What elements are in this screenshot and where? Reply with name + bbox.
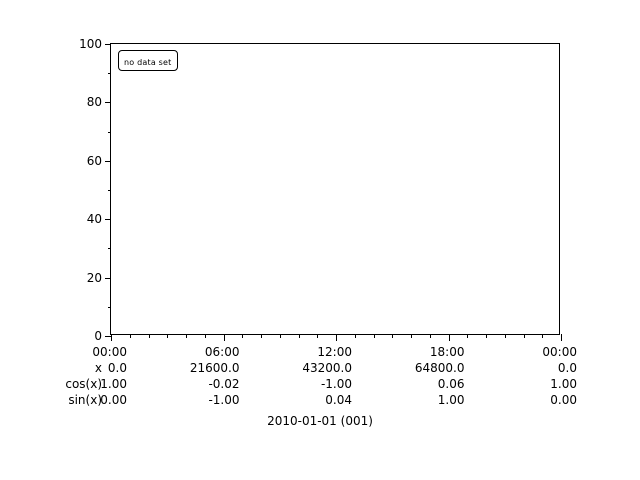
x-tick-label-row: 00:00 06:00 12:00 18:00 00:00 [0,345,640,361]
x-tick-label: 0.06 [437,377,465,391]
x-tick-label: 06:00 [204,345,240,359]
x-tick-minor [186,334,187,338]
y-tick-major [105,44,111,45]
x-tick-label: 64800.0 [414,361,465,375]
x-tick-label-row: sin(x) 0.00 -1.00 0.04 1.00 0.00 [0,393,640,409]
x-tick-minor [504,334,506,338]
x-tick-minor [261,334,262,338]
x-tick-minor [523,334,525,338]
x-tick-major [111,334,112,341]
x-tick-label: 0.0 [557,361,577,375]
x-tick-label: -1.00 [320,377,352,391]
legend[interactable]: no data set [118,50,178,71]
y-tick-major [105,336,111,337]
x-tick-minor [279,334,281,338]
x-tick-label: 00:00 [542,345,577,359]
y-tick-label: 60 [86,153,102,168]
x-tick-label: 1.00 [100,377,127,391]
x-tick-row-header: sin(x) [68,393,102,407]
x-tick-label: 18:00 [429,345,465,359]
x-tick-label: 0.00 [550,393,577,407]
x-tick-minor [467,334,469,338]
figure-title: 2010-01-01 (001) [267,414,373,428]
x-tick-row-header: x [94,361,102,375]
x-tick-minor [242,334,244,338]
x-tick-minor [298,334,300,338]
x-tick-major [448,334,450,341]
x-tick-minor [354,334,356,338]
x-tick-label: 12:00 [317,345,352,359]
x-tick-major [223,334,225,341]
x-tick-minor [542,334,544,338]
x-tick-label: 0.0 [107,361,127,375]
y-tick-major [105,102,111,104]
x-tick-minor [148,334,150,338]
x-tick-label-row: x 0.0 21600.0 43200.0 64800.0 0.0 [0,361,640,377]
x-tick-major [336,334,337,341]
x-tick-label: 43200.0 [302,361,352,375]
x-tick-minor [129,334,131,338]
x-tick-minor [167,334,169,338]
x-tick-label: 1.00 [437,393,465,407]
y-tick-label: 100 [79,37,102,51]
y-tick-label: 20 [86,270,102,285]
y-tick-major [105,277,111,279]
y-tick-label: 40 [86,212,102,227]
x-tick-label: -0.02 [208,377,240,391]
plot-axes-frame: no data set 0 20 40 60 80 100 [79,37,562,343]
y-tick-minor [108,73,111,75]
x-tick-label-row: cos(x) 1.00 -0.02 -1.00 0.06 1.00 [0,377,640,393]
y-tick-minor [108,131,111,133]
x-tick-minor [317,334,319,338]
y-tick-label: 80 [86,95,102,110]
x-tick-major [561,334,562,341]
x-tick-label: 0.00 [100,393,127,407]
x-tick-minor [204,334,206,338]
x-tick-row-header: cos(x) [65,377,102,391]
x-tick-label: -1.00 [208,393,240,407]
y-tick-major [105,160,111,162]
x-tick-label: 00:00 [92,345,127,359]
y-tick-minor [108,306,111,308]
x-tick-label-table: 00:00 06:00 12:00 18:00 00:00 x 0.0 21600.0 4320… [0,345,640,409]
x-tick-minor [392,334,394,338]
legend-entry-label: no data set [124,58,172,67]
x-tick-minor [486,334,487,338]
x-tick-label: 0.04 [325,393,352,407]
x-tick-minor [411,334,412,338]
y-tick-minor [108,190,111,191]
x-tick-minor [373,334,375,338]
y-tick-label: 0 [94,329,102,343]
y-tick-minor [108,248,111,250]
y-tick-major [105,219,111,221]
x-tick-label: 1.00 [550,377,577,391]
x-tick-label: 21600.0 [189,361,240,375]
x-tick-minor [429,334,431,338]
